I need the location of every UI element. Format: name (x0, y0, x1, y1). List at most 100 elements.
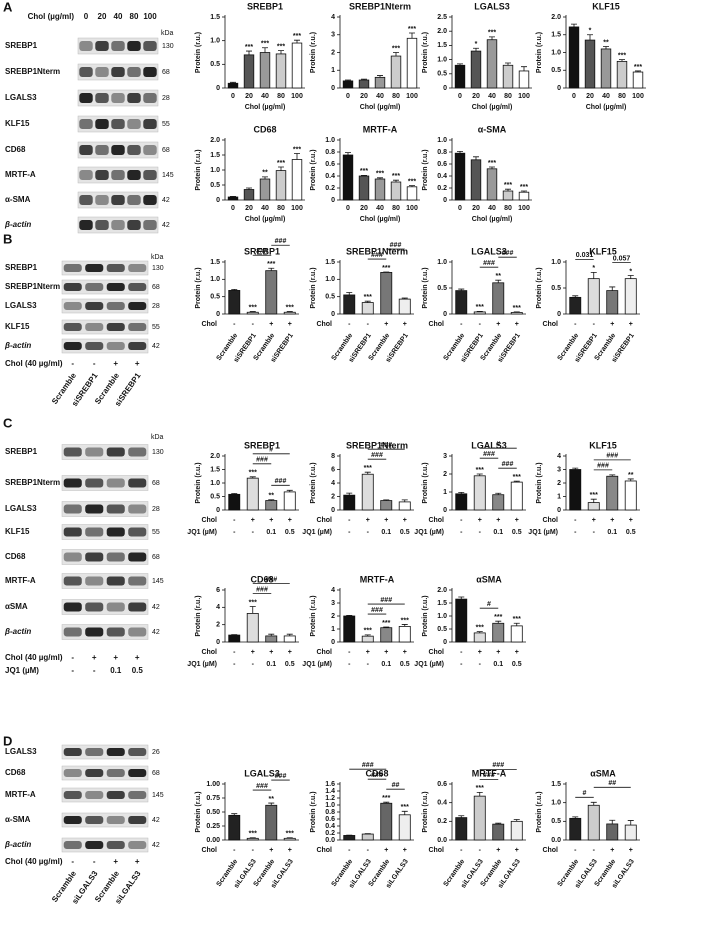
comparison-label: ### (371, 772, 383, 779)
comparison-label: ### (275, 478, 287, 485)
blot-band (106, 323, 125, 331)
blot-band (111, 93, 125, 103)
y-tick-label: 1.4 (325, 788, 335, 795)
error-bar (457, 151, 463, 154)
comparison-label: # (496, 441, 500, 448)
condition-value: - (233, 517, 236, 524)
bar (265, 500, 278, 511)
condition-label: JQ1 (µM) (302, 529, 332, 536)
blot-band (79, 93, 93, 103)
blot-band (127, 195, 141, 205)
y-axis-label: Protein (r.u.) (422, 32, 429, 73)
blot-band (63, 342, 82, 350)
bar (486, 39, 498, 89)
kda-unit: kDa (151, 434, 164, 441)
lane-header: Chol (µg/ml) (28, 12, 75, 21)
y-tick-label: 0.5 (437, 71, 447, 78)
x-axis-label: Chol (µg/ml) (360, 104, 401, 111)
condition-value: - (233, 661, 236, 668)
x-tick-label: 40 (376, 205, 384, 212)
error-bar (489, 36, 495, 40)
blot-strip (61, 837, 149, 853)
condition-value: + (496, 321, 500, 328)
condition-value: + (251, 517, 255, 524)
blot-band (127, 145, 141, 155)
bar (358, 79, 370, 89)
blot-strip (61, 298, 149, 314)
error-bar (393, 179, 399, 182)
y-axis-label: Protein (r.u.) (195, 149, 202, 190)
chart-title: KLF15 (589, 440, 617, 450)
chart-title: αSMA (476, 574, 502, 584)
significance: *** (408, 26, 416, 33)
y-axis-label: Protein (r.u.) (310, 462, 317, 503)
blot-band (79, 41, 93, 51)
condition-value: - (460, 847, 463, 854)
y-tick-label: 4 (331, 14, 335, 21)
blot-band (127, 170, 141, 180)
bar (492, 494, 505, 511)
x-tick-label: 20 (472, 205, 480, 212)
condition-value: + (515, 847, 519, 854)
condition-value: - (479, 847, 482, 854)
y-tick-label: 0.5 (210, 294, 220, 301)
error-bar (513, 311, 520, 313)
condition-value: - (252, 847, 255, 854)
bar (361, 302, 374, 315)
protein-label: SREBP1 (5, 447, 38, 456)
kda-unit: kDa (161, 30, 174, 37)
error-bar (590, 272, 597, 279)
condition-value: + (269, 649, 273, 656)
significance: *** (476, 467, 484, 474)
y-tick-label: 2 (557, 480, 561, 487)
condition-value: - (593, 321, 596, 328)
significance: *** (634, 64, 642, 71)
blot-strip (61, 444, 149, 460)
comparison-label: # (583, 790, 587, 797)
kda-label: 28 (162, 95, 170, 102)
kda-label: 55 (152, 529, 160, 536)
condition-value: - (233, 649, 236, 656)
bar (343, 835, 356, 841)
blot-band (128, 478, 147, 488)
protein-label: KLF15 (5, 527, 30, 536)
error-bar (458, 288, 465, 291)
error-bar (609, 819, 616, 824)
bar (492, 823, 505, 841)
y-tick-label: 1.2 (325, 795, 335, 802)
protein-label: KLF15 (5, 119, 30, 128)
comparison-label: ### (483, 260, 495, 267)
bar (510, 481, 523, 511)
bar (454, 152, 466, 201)
comparison-label: ### (483, 451, 495, 458)
y-tick-label: 1.0 (437, 613, 447, 620)
y-tick-label: 0.4 (437, 173, 447, 180)
condition-value: - (93, 666, 96, 675)
protein-label: LGALS3 (5, 93, 37, 102)
kda-label: 42 (152, 817, 160, 824)
condition-label: Chol (316, 847, 332, 854)
y-tick-label: 0.6 (325, 816, 335, 823)
y-tick-label: 1 (331, 626, 335, 633)
condition-value: + (629, 847, 633, 854)
blot-band (79, 195, 93, 205)
condition-value: - (574, 847, 577, 854)
blot-band (128, 748, 147, 756)
error-bar (495, 822, 502, 825)
chart-title: SREBP1 (244, 246, 280, 256)
x-tick-label: 0 (346, 205, 350, 212)
bar (228, 634, 241, 643)
lane-label: 80 (130, 12, 139, 21)
y-tick-label: 0.6 (437, 161, 447, 168)
condition-value: 0.5 (626, 529, 636, 536)
blot-band (106, 552, 125, 562)
bar (606, 475, 619, 511)
condition-value: + (251, 649, 255, 656)
condition-value: - (593, 847, 596, 854)
condition-value: 0.5 (285, 661, 295, 668)
bar (454, 64, 466, 89)
bar (227, 82, 239, 89)
y-axis-label: Protein (r.u.) (195, 32, 202, 73)
x-tick-label: 0 (231, 93, 235, 100)
